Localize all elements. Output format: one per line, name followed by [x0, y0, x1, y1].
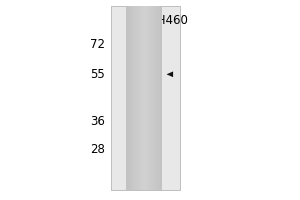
Text: 36: 36	[90, 115, 105, 128]
Text: 55: 55	[90, 68, 105, 81]
Text: 28: 28	[90, 143, 105, 156]
Text: NCI-H460: NCI-H460	[133, 14, 188, 27]
Bar	[126, 72, 162, 77]
Bar	[111, 6, 180, 190]
Polygon shape	[167, 71, 173, 77]
Text: 72: 72	[90, 38, 105, 51]
